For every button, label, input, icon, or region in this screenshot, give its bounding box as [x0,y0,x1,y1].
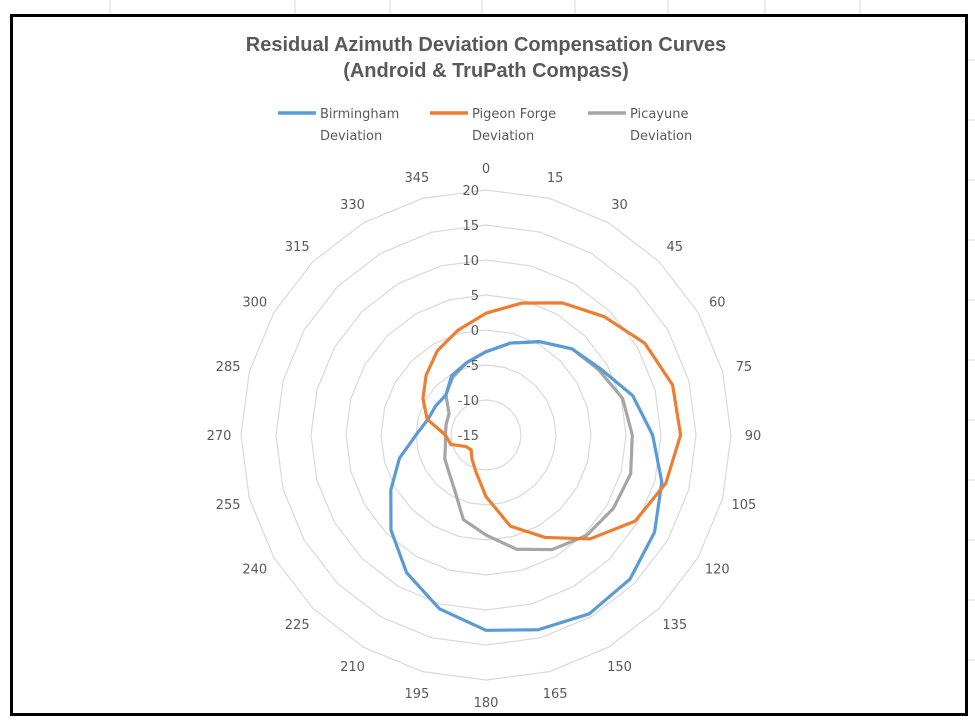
category-labels: 0153045607590105120135150165180195210225… [207,162,762,711]
grid-ring [345,294,627,576]
category-label: 0 [482,162,490,177]
radial-tick-label: -15 [458,429,479,444]
radial-tick-label: 10 [462,254,479,269]
category-label: 60 [709,296,726,311]
category-label: 225 [285,618,310,633]
series-line-pigeon-forge-deviation[interactable] [421,301,683,541]
category-label: 345 [404,171,429,186]
radial-tick-label: -10 [458,394,479,409]
legend-label: Pigeon Forge [472,107,556,122]
category-label: 180 [474,696,499,711]
radial-tick-label: -5 [466,359,479,374]
chart-title-line2: (Android & TruPath Compass) [343,60,629,82]
category-label: 270 [207,429,232,444]
radial-tick-label: 5 [471,289,479,304]
grid-ring [450,399,522,471]
category-label: 300 [242,296,267,311]
radar-gridlines [240,189,732,681]
series-line-picayune-deviation[interactable] [443,340,634,552]
category-label: 75 [736,360,753,375]
category-label: 255 [216,498,241,513]
legend-label: Picayune [630,107,688,122]
category-label: 120 [705,563,730,578]
category-label: 195 [404,687,429,702]
category-label: 150 [607,660,632,675]
category-label: 165 [543,687,568,702]
chart-title-line1: Residual Azimuth Deviation Compensation … [246,34,726,56]
grid-ring [415,364,557,506]
grid-ring [380,329,592,541]
category-label: 30 [611,198,628,213]
category-label: 135 [662,618,687,633]
category-label: 315 [285,240,310,255]
category-label: 15 [547,171,564,186]
radial-tick-label: 15 [462,219,479,234]
legend-label: Deviation [630,129,692,144]
category-label: 285 [216,360,241,375]
category-label: 45 [667,240,684,255]
category-label: 105 [731,498,756,513]
series-lines [389,301,683,632]
category-label: 240 [242,563,267,578]
grid-ring [310,259,662,611]
category-label: 210 [340,660,365,675]
legend-label: Deviation [320,129,382,144]
legend-label: Birmingham [320,107,399,122]
radial-tick-labels: 20 15 10 5 0 -5 -10 -15 [458,184,479,444]
radial-tick-label: 0 [471,324,479,339]
series-line-birmingham-deviation[interactable] [389,340,664,632]
legend-item[interactable]: Birmingham Deviation [278,107,399,144]
category-label: 90 [745,429,762,444]
legend-item[interactable]: Picayune Deviation [588,107,692,144]
category-label: 330 [340,198,365,213]
legend-item[interactable]: Pigeon Forge Deviation [430,107,556,144]
radial-tick-label: 20 [462,184,479,199]
legend: Birmingham Deviation Pigeon Forge Deviation… [278,107,692,144]
legend-label: Deviation [472,129,534,144]
grid-ring [275,224,697,646]
grid-ring [240,189,732,681]
